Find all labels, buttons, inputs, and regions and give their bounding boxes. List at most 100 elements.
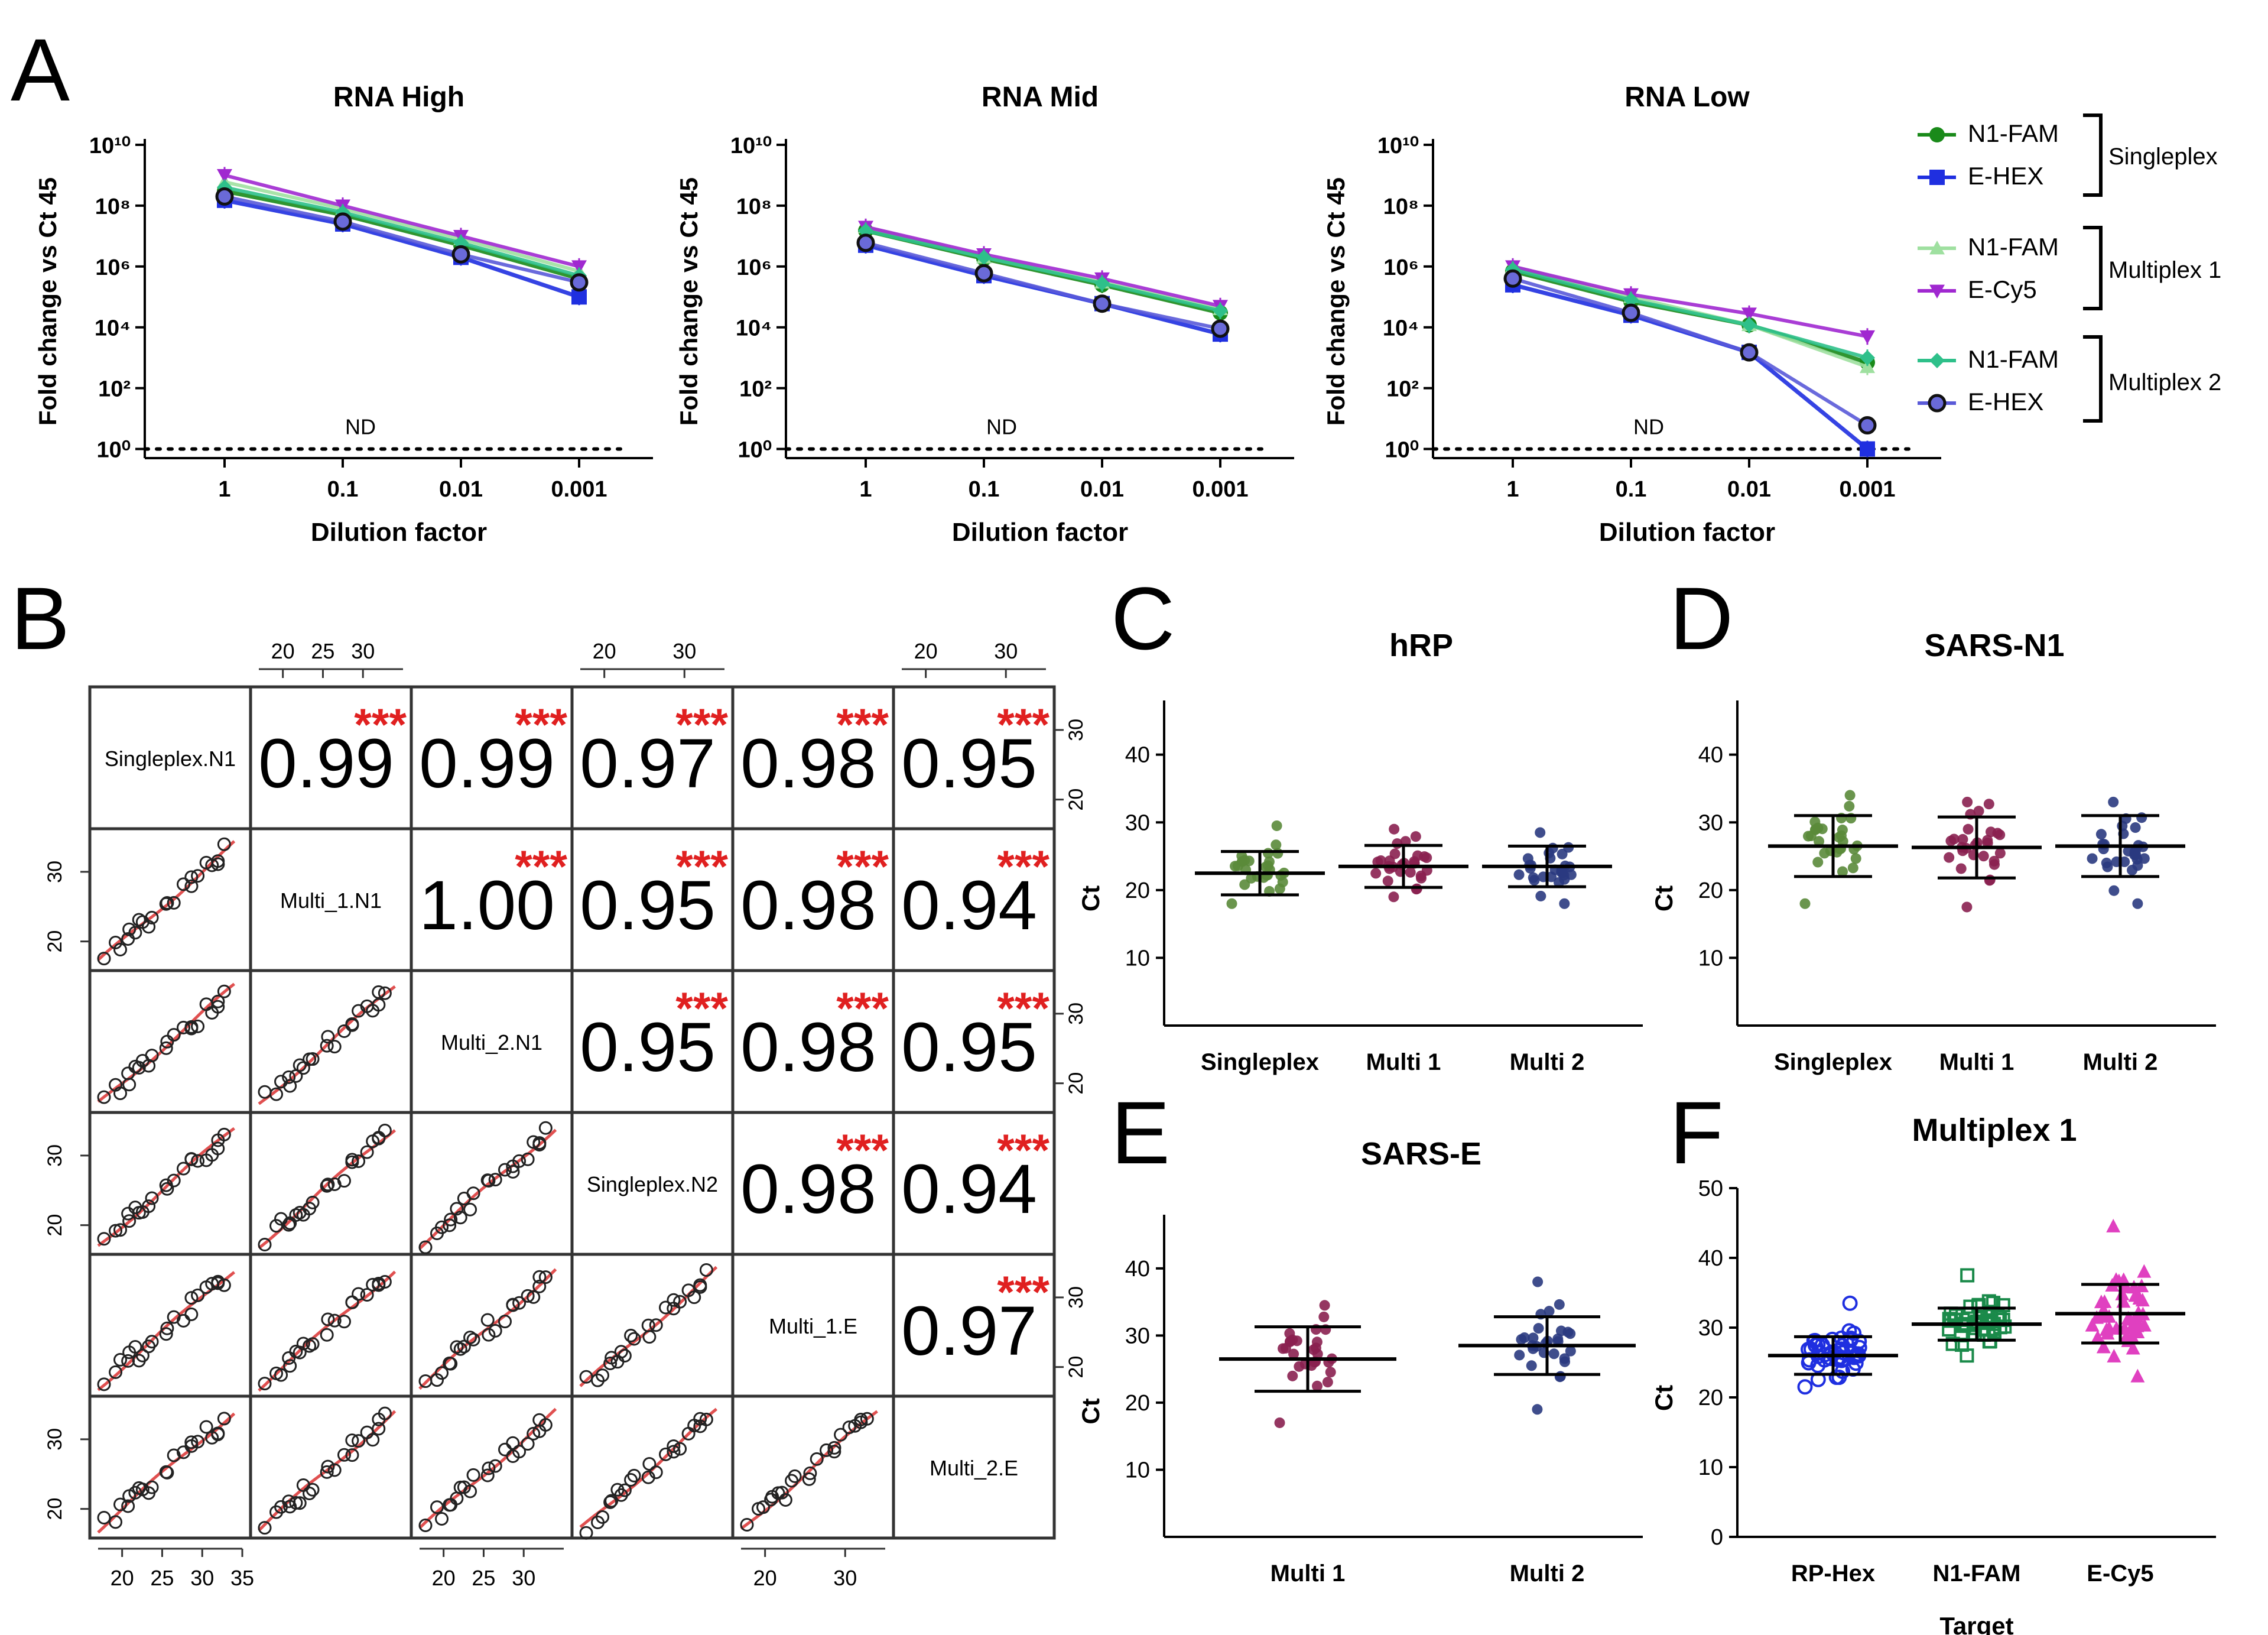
x-tick-label: 0.1 (1616, 477, 1647, 502)
data-point (1962, 823, 1974, 835)
series-line (224, 189, 580, 281)
correlation-value: 1.00 (419, 867, 555, 945)
scatter-point (538, 1418, 553, 1432)
scatter-point (113, 1352, 128, 1367)
scatter-point (258, 1377, 272, 1391)
scatter-point (176, 877, 190, 891)
x-tick-label: 1 (218, 477, 230, 502)
scatter-point (506, 1436, 520, 1450)
legend-entry-multi2-e: E-HEX (1968, 388, 2043, 416)
data-point (2117, 820, 2128, 832)
scatter-point (466, 1332, 480, 1347)
data-point (1957, 833, 1968, 845)
scatter-point (191, 1435, 205, 1449)
right-axis-tick-label: 20 (1065, 1072, 1087, 1095)
scatter-point (167, 896, 181, 910)
data-point (1389, 823, 1400, 835)
scatter-point (378, 1275, 392, 1289)
scatter-point (159, 1041, 173, 1055)
data-point (1274, 1417, 1285, 1428)
scatter-point (443, 1218, 457, 1232)
data-point (1797, 1379, 1813, 1395)
scatter-point (435, 1511, 449, 1526)
top-axis-tick-label: 30 (351, 639, 375, 663)
scatter-point (160, 1465, 174, 1480)
legend-marker (1929, 353, 1945, 368)
scatter-point (463, 1202, 477, 1216)
scatter-point (775, 1485, 789, 1500)
y-axis-title: Ct (1077, 1398, 1104, 1424)
scatter-point (506, 1164, 520, 1179)
x-tick-label: 0.001 (551, 477, 607, 502)
scatter-point (97, 1232, 111, 1246)
scatter-point (756, 1500, 771, 1514)
data-point (2119, 856, 2130, 867)
scatter-point (603, 1357, 618, 1371)
scatter-point (327, 1040, 342, 1054)
scatter-point (378, 986, 392, 1000)
scatter-point (827, 1441, 841, 1455)
x-tick-label: 1 (859, 477, 872, 502)
y-axis-title: Fold change vs Ct 45 (675, 177, 703, 426)
data-point (1971, 1299, 1986, 1313)
series-line (865, 225, 1221, 308)
scatter-point (191, 1019, 205, 1033)
data-point (1277, 877, 1288, 888)
data-point (1858, 416, 1877, 435)
x-tick-label: Multi 2 (1510, 1561, 1585, 1587)
scatter-point (167, 1173, 181, 1188)
scatter-point (498, 1315, 512, 1329)
scatter-point (269, 1087, 284, 1101)
line-chart-1: RNA High 10⁰ 10² 10⁴ 10⁶ 10⁸ 10¹⁰ 1 0.1 0.01 0.001… (34, 82, 653, 547)
bottom-axis-tick-label: 20 (753, 1566, 777, 1590)
left-axis-tick-label: 30 (44, 1428, 66, 1451)
x-tick-label: Multi 1 (1366, 1049, 1441, 1075)
data-point (1370, 868, 1382, 879)
scatter-point (372, 985, 386, 999)
loess-fit-line (740, 1410, 878, 1530)
loess-fit-line (258, 985, 396, 1105)
scatter-point (122, 1214, 137, 1228)
data-point (1529, 875, 1540, 886)
data-point (1263, 848, 1274, 859)
scatter-point (430, 1373, 444, 1387)
scatter-point (450, 1202, 464, 1216)
y-tick-label: 10¹⁰ (730, 134, 772, 158)
scatter-point (113, 943, 128, 957)
data-point (1847, 862, 1858, 874)
correlation-value: 0.95 (580, 867, 716, 945)
data-point (1860, 359, 1875, 374)
data-point (1801, 1352, 1817, 1368)
y-tick-label: 0 (1711, 1525, 1723, 1550)
data-point (1860, 350, 1875, 366)
left-axis-tick-label: 20 (44, 1498, 66, 1520)
panel-letter-d: D (1669, 569, 1733, 668)
significance-stars: *** (836, 1125, 889, 1176)
data-point (1944, 852, 1955, 863)
scatter-point (97, 1511, 111, 1525)
data-point (451, 245, 470, 264)
data-point (2106, 1218, 2121, 1232)
scatter-point (614, 1345, 628, 1359)
x-tick-label: 0.001 (1839, 477, 1895, 502)
scatter-point (352, 1154, 366, 1169)
data-point (1310, 1342, 1321, 1354)
scatter-point (321, 1030, 335, 1044)
panel-letter-e: E (1111, 1083, 1170, 1182)
scatter-point (176, 1162, 190, 1176)
chart-title: SARS-N1 (1924, 628, 2064, 663)
data-point (1262, 860, 1273, 871)
data-point (1548, 1348, 1559, 1360)
data-point (1799, 898, 1811, 909)
chart-title: RNA Mid (982, 82, 1099, 113)
scatter-point (372, 1277, 386, 1291)
y-tick-label: 10² (1386, 377, 1419, 402)
scatter-point (488, 1323, 502, 1338)
scatter-point (366, 1277, 380, 1292)
scatter-point (217, 1412, 231, 1426)
data-point (1230, 861, 1241, 872)
data-point (1411, 884, 1422, 895)
legend-marker (1928, 394, 1947, 413)
data-point (856, 233, 875, 252)
scatter-point (538, 1270, 553, 1284)
